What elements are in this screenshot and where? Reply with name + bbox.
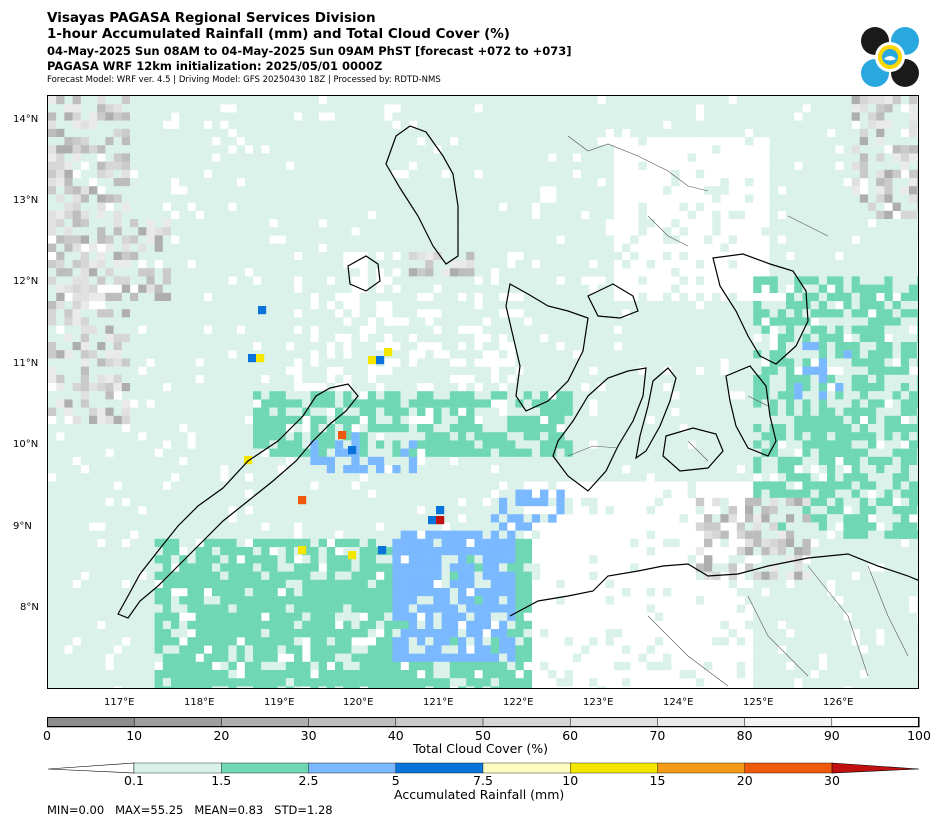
cloud-colorbar-tick: 40 xyxy=(387,728,404,743)
cloud-colorbar-tick: 10 xyxy=(126,728,143,743)
rain-colorbar-segment xyxy=(570,762,659,774)
rainfall-statistics: MIN=0.00 MAX=55.25 MEAN=0.83 STD=1.28 xyxy=(47,803,333,817)
cloud-colorbar-segment xyxy=(47,717,135,728)
rain-colorbar-tick: 10 xyxy=(562,773,579,788)
rainfall-label: Accumulated Rainfall (mm) xyxy=(394,787,565,802)
rain-colorbar-tick: 2.5 xyxy=(298,773,319,788)
cloud-colorbar-tick: 70 xyxy=(649,728,666,743)
lat-label: 14°N xyxy=(13,114,39,125)
forecast-period: 04-May-2025 Sun 08AM to 04-May-2025 Sun … xyxy=(47,44,572,58)
cloud-colorbar-segment xyxy=(569,717,659,728)
lon-label: 124°E xyxy=(663,697,694,708)
heavy-rain-cell xyxy=(348,446,357,455)
cloud-colorbar-tick: 0 xyxy=(43,728,51,743)
rain-colorbar-tick: 30 xyxy=(824,773,840,788)
rain-colorbar-extend-low xyxy=(47,762,135,774)
heavy-rain-cell xyxy=(376,356,385,365)
lat-label: 10°N xyxy=(13,439,39,450)
cloud-colorbar-tick: 20 xyxy=(213,728,230,743)
lon-label: 117°E xyxy=(104,697,135,708)
heavy-rain-cell xyxy=(368,356,377,365)
rain-colorbar-segment xyxy=(133,762,222,774)
lat-label: 12°N xyxy=(13,276,39,287)
cloud-colorbar-tick: 100 xyxy=(907,728,931,743)
heavy-rain-cell xyxy=(298,546,307,555)
map-title-line-2: 1-hour Accumulated Rainfall (mm) and Tot… xyxy=(47,26,510,42)
rain-colorbar-segment xyxy=(308,762,397,774)
map-canvas xyxy=(48,96,918,688)
pagasa-seal-icon xyxy=(861,27,919,87)
rain-colorbar-tick: 15 xyxy=(649,773,666,788)
rain-colorbar-extend-high xyxy=(831,762,920,774)
cloud-colorbar-segment xyxy=(133,717,223,728)
heavy-rain-cell xyxy=(384,348,393,357)
heavy-rain-cell xyxy=(436,516,445,525)
cloud-colorbar-segment xyxy=(831,717,920,728)
rain-colorbar-segment xyxy=(482,762,571,774)
heavy-rain-cell xyxy=(436,506,445,515)
map-title-line-1: Visayas PAGASA Regional Services Divisio… xyxy=(47,10,376,26)
cloud-colorbar-tick: 80 xyxy=(736,728,753,743)
lat-label: 9°N xyxy=(13,521,32,532)
cloud-cover-colorbar xyxy=(47,717,920,728)
cloud-colorbar-segment xyxy=(395,717,484,728)
heavy-rain-cell xyxy=(256,354,265,363)
province-boundaries xyxy=(567,135,909,687)
lon-label: 120°E xyxy=(343,697,374,708)
heavy-rain-cell xyxy=(258,306,267,315)
rain-colorbar-segment xyxy=(221,762,310,774)
heavy-rain-cell xyxy=(378,546,387,555)
rain-colorbar-tick: 1.5 xyxy=(211,773,232,788)
lat-label: 8°N xyxy=(20,602,39,613)
rainfall-colorbar xyxy=(47,762,920,774)
rain-colorbar-tick: 20 xyxy=(736,773,753,788)
cloud-colorbar-tick: 60 xyxy=(562,728,579,743)
lon-label: 125°E xyxy=(743,697,774,708)
cloud-colorbar-tick: 30 xyxy=(300,728,317,743)
cloud-colorbar-tick: 50 xyxy=(475,728,491,743)
lon-label: 119°E xyxy=(264,697,295,708)
lon-label: 123°E xyxy=(583,697,614,708)
heavy-rain-cell xyxy=(244,456,253,465)
rain-colorbar-tick: 0.1 xyxy=(124,773,144,788)
heavy-rain-cell xyxy=(348,551,357,560)
cloud-colorbar-segment xyxy=(308,717,397,728)
rain-colorbar-segment xyxy=(744,762,833,774)
forecast-grid-cells xyxy=(48,96,918,688)
cloud-colorbar-segment xyxy=(744,717,833,728)
lat-label: 13°N xyxy=(13,195,39,206)
rain-colorbar-segment xyxy=(657,762,746,774)
rain-colorbar-segment xyxy=(395,762,484,774)
cloud-colorbar-segment xyxy=(482,717,571,728)
model-info: Forecast Model: WRF ver. 4.5 | Driving M… xyxy=(47,75,441,85)
cloud-colorbar-segment xyxy=(657,717,746,728)
lon-label: 122°E xyxy=(503,697,534,708)
model-initialization: PAGASA WRF 12km initialization: 2025/05/… xyxy=(47,59,383,73)
heavy-rain-cell xyxy=(338,431,347,440)
cloud-colorbar-tick: 90 xyxy=(823,728,840,743)
lon-label: 121°E xyxy=(423,697,454,708)
weather-map xyxy=(47,95,919,689)
rain-colorbar-tick: 7.5 xyxy=(473,773,493,788)
heavy-rain-cell xyxy=(428,516,437,525)
cloud-colorbar-segment xyxy=(221,717,310,728)
heavy-rain-cell xyxy=(248,354,257,363)
heavy-rain-cell xyxy=(298,496,307,505)
lon-label: 126°E xyxy=(823,697,854,708)
cloud-cover-label: Total Cloud Cover (%) xyxy=(413,741,549,756)
rain-colorbar-tick: 5 xyxy=(391,773,400,788)
lon-label: 118°E xyxy=(184,697,215,708)
lat-label: 11°N xyxy=(13,358,39,369)
coastlines xyxy=(117,125,918,619)
